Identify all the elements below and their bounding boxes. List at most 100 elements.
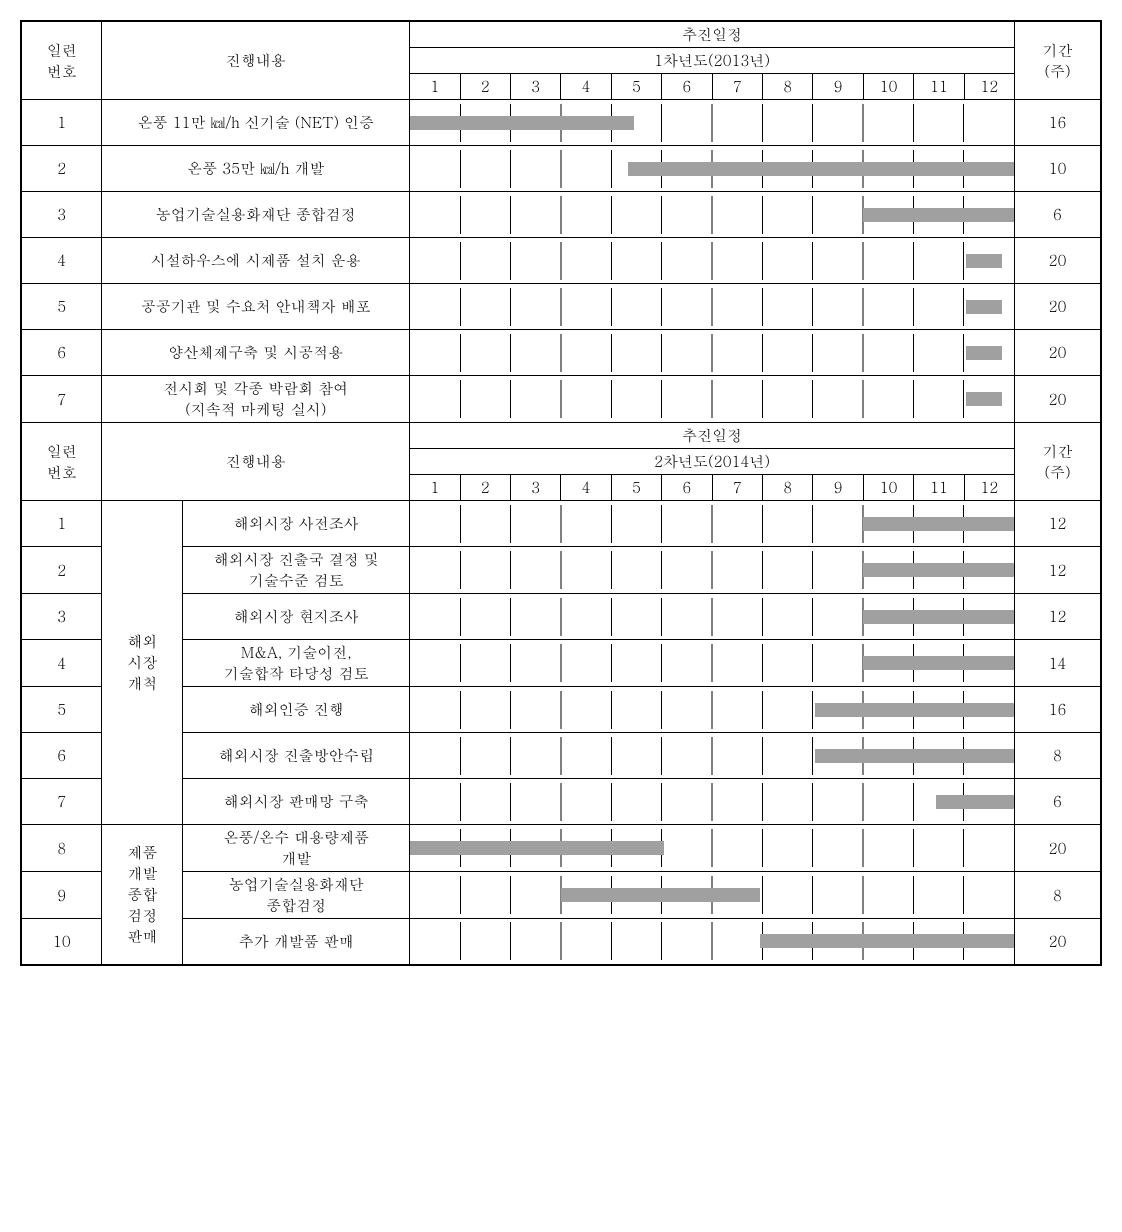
gantt-bar <box>760 934 1014 948</box>
gantt-schedule-table: 일련번호진행내용추진일정기간(주)1차년도(2013년)123456789101… <box>20 20 1102 966</box>
gantt-bar <box>628 162 1014 176</box>
month-header: 5 <box>611 475 661 501</box>
content-cell: M&A, 기술이전,기술합작 타당성 검토 <box>183 640 410 687</box>
serial-cell: 5 <box>21 687 102 733</box>
col-schedule-header: 추진일정 <box>410 423 1015 449</box>
gantt-bar <box>863 563 1014 577</box>
gantt-track-cell <box>410 501 1015 547</box>
table-row: 3해외시장 현지조사12 <box>21 594 1101 640</box>
month-header: 11 <box>914 475 964 501</box>
table-row: 4M&A, 기술이전,기술합작 타당성 검토14 <box>21 640 1101 687</box>
period-cell: 20 <box>1015 330 1101 376</box>
content-cell: 공공기관 및 수요처 안내책자 배포 <box>102 284 410 330</box>
period-cell: 16 <box>1015 687 1101 733</box>
gantt-bar <box>410 841 664 855</box>
group-label-cell: 제품개발종합검정판매 <box>102 825 183 965</box>
month-header: 2 <box>460 475 510 501</box>
table-row: 2온풍 35만 ㎉/h 개발10 <box>21 146 1101 192</box>
period-cell: 6 <box>1015 779 1101 825</box>
month-header: 11 <box>914 74 964 100</box>
gantt-track-cell <box>410 872 1015 919</box>
month-header: 7 <box>712 475 762 501</box>
table-row: 2해외시장 진출국 결정 및기술수준 검토12 <box>21 547 1101 594</box>
col-schedule-header: 추진일정 <box>410 21 1015 48</box>
gantt-track-cell <box>410 594 1015 640</box>
gantt-track-cell <box>410 284 1015 330</box>
content-cell: 농업기술실용화재단종합검정 <box>183 872 410 919</box>
month-header: 8 <box>762 475 812 501</box>
month-header: 4 <box>561 475 611 501</box>
month-header: 1 <box>410 475 460 501</box>
gantt-bar <box>936 795 1015 809</box>
period-cell: 20 <box>1015 919 1101 965</box>
serial-cell: 3 <box>21 594 102 640</box>
col-period-header: 기간(주) <box>1015 21 1101 100</box>
period-cell: 10 <box>1015 146 1101 192</box>
gantt-track-cell <box>410 330 1015 376</box>
gantt-track-cell <box>410 376 1015 423</box>
period-cell: 20 <box>1015 376 1101 423</box>
table-row: 10추가 개발품 판매20 <box>21 919 1101 965</box>
col-serial-header: 일련번호 <box>21 21 102 100</box>
month-header: 6 <box>662 475 712 501</box>
content-cell: 전시회 및 각종 박람회 참여(지속적 마케팅 실시) <box>102 376 410 423</box>
table-row: 6해외시장 진출방안수립8 <box>21 733 1101 779</box>
period-cell: 20 <box>1015 825 1101 872</box>
gantt-track-cell <box>410 733 1015 779</box>
gantt-bar <box>966 346 1002 360</box>
serial-cell: 7 <box>21 779 102 825</box>
month-header: 10 <box>863 475 913 501</box>
month-header: 6 <box>662 74 712 100</box>
month-header: 3 <box>510 74 560 100</box>
month-header: 3 <box>510 475 560 501</box>
serial-cell: 3 <box>21 192 102 238</box>
period-cell: 20 <box>1015 284 1101 330</box>
content-cell: 시설하우스에 시제품 설치 운용 <box>102 238 410 284</box>
table-row: 4시설하우스에 시제품 설치 운용20 <box>21 238 1101 284</box>
gantt-track-cell <box>410 919 1015 965</box>
table-row: 5 해외인증 진행 16 <box>21 687 1101 733</box>
month-header: 12 <box>964 475 1014 501</box>
content-cell: 온풍/온수 대용량제품개발 <box>183 825 410 872</box>
serial-cell: 8 <box>21 825 102 872</box>
table-row: 6양산체제구축 및 시공적용20 <box>21 330 1101 376</box>
gantt-track-cell <box>410 640 1015 687</box>
content-cell: 양산체제구축 및 시공적용 <box>102 330 410 376</box>
serial-cell: 10 <box>21 919 102 965</box>
table-row: 3농업기술실용화재단 종합검정6 <box>21 192 1101 238</box>
month-header: 12 <box>964 74 1014 100</box>
gantt-bar <box>863 517 1014 531</box>
month-header: 9 <box>813 74 863 100</box>
gantt-bar <box>966 254 1002 268</box>
col-period-header: 기간(주) <box>1015 423 1101 501</box>
content-cell: 농업기술실용화재단 종합검정 <box>102 192 410 238</box>
serial-cell: 1 <box>21 501 102 547</box>
table-row: 1해외시장개척해외시장 사전조사12 <box>21 501 1101 547</box>
month-header: 2 <box>460 74 510 100</box>
content-cell: 해외시장 현지조사 <box>183 594 410 640</box>
period-cell: 20 <box>1015 238 1101 284</box>
gantt-track-cell <box>410 779 1015 825</box>
month-header: 7 <box>712 74 762 100</box>
content-cell: 해외시장 진출방안수립 <box>183 733 410 779</box>
month-header: 9 <box>813 475 863 501</box>
col-content-header: 진행내용 <box>102 423 410 501</box>
gantt-track-cell <box>410 825 1015 872</box>
gantt-bar <box>815 703 1014 717</box>
gantt-bar <box>966 300 1002 314</box>
period-cell: 8 <box>1015 872 1101 919</box>
month-header: 8 <box>762 74 812 100</box>
content-cell: 해외인증 진행 <box>183 687 410 733</box>
gantt-bar <box>410 116 633 130</box>
table-row: 1온풍 11만 ㎉/h 신기술 (NET) 인증16 <box>21 100 1101 146</box>
serial-cell: 5 <box>21 284 102 330</box>
content-cell: 해외시장 사전조사 <box>183 501 410 547</box>
gantt-track-cell <box>410 100 1015 146</box>
period-cell: 16 <box>1015 100 1101 146</box>
serial-cell: 2 <box>21 547 102 594</box>
content-cell: 온풍 35만 ㎉/h 개발 <box>102 146 410 192</box>
content-cell: 해외시장 판매망 구축 <box>183 779 410 825</box>
serial-cell: 7 <box>21 376 102 423</box>
period-cell: 12 <box>1015 547 1101 594</box>
table-row: 8제품개발종합검정판매온풍/온수 대용량제품개발20 <box>21 825 1101 872</box>
